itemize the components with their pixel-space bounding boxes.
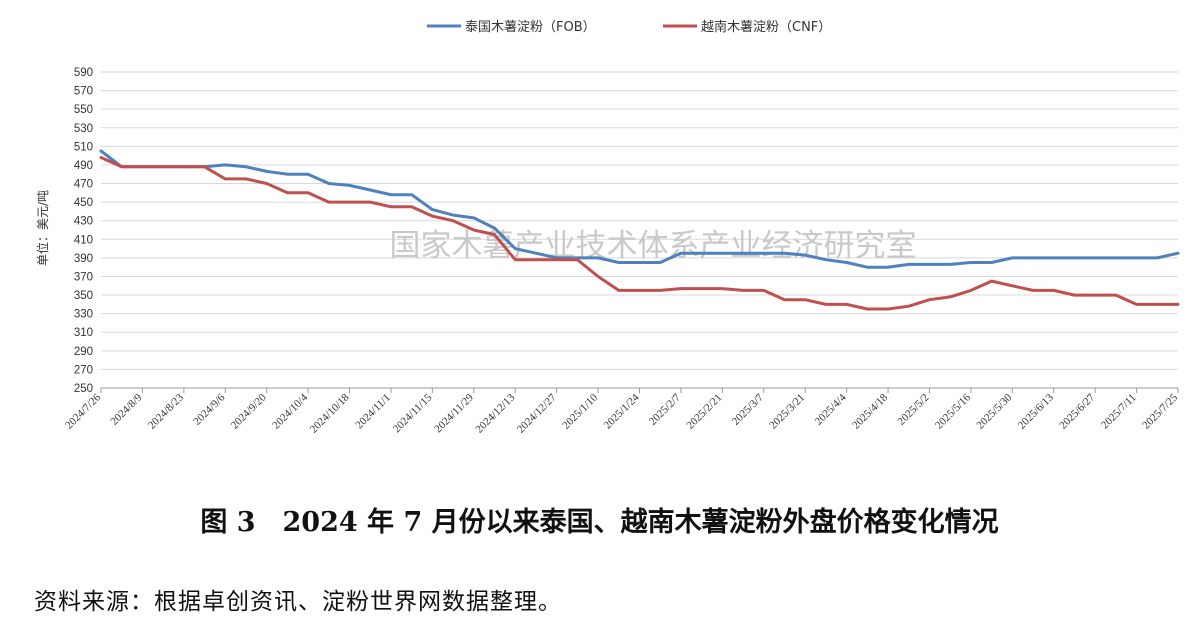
y-tick-label: 570 [74,86,93,98]
y-axis-ticks: 250 270 290 310 330 350 370 390 410 430 450 470 490 5… [74,67,93,395]
y-tick-label: 310 [74,327,93,339]
x-tick-label: 2025/5/2 [895,392,931,428]
x-tick-label: 2025/5/16 [933,391,973,431]
y-tick-label: 270 [74,364,93,376]
y-tick-label: 530 [74,123,93,135]
chart-gridlines [101,71,1178,389]
x-tick-label: 2025/7/11 [1099,392,1139,432]
y-tick-label: 490 [74,160,93,172]
x-tick-label: 2025/6/13 [1016,391,1056,431]
y-tick-label: 350 [74,290,93,302]
x-tick-label: 2024/12/13 [473,391,517,435]
chart-series [99,149,1180,311]
y-tick-label: 410 [74,234,93,246]
y-tick-label: 450 [74,197,93,209]
x-tick-label: 2025/3/7 [730,391,766,427]
x-tick-label: 2025/4/18 [850,391,890,431]
price-line-chart: 泰国木薯淀粉（FOB） 越南木薯淀粉（CNF） 250 270 290 310 330 35… [35,19,1180,436]
x-tick-label: 2024/12/27 [515,391,559,435]
legend-label: 越南木薯淀粉（CNF） [701,19,831,35]
y-tick-label: 250 [74,383,93,395]
x-tick-label: 2024/10/4 [270,391,310,431]
x-tick-label: 2024/10/18 [308,391,352,435]
x-tick-label: 2025/3/21 [767,392,807,432]
y-tick-label: 290 [74,346,93,358]
x-tick-label: 2025/2/7 [647,391,683,427]
y-axis-label: 单位：美元/吨 [35,190,50,266]
figure-caption: 图 3 2024 年 7 月份以来泰国、越南木薯淀粉外盘价格变化情况 [200,507,999,538]
x-tick-label: 2024/7/26 [63,391,103,431]
y-tick-label: 330 [74,309,93,321]
y-tick-label: 430 [74,216,93,228]
x-tick-label: 2025/1/10 [560,391,600,431]
watermark-text: 国家木薯产业技术体系产业经济研究室 [390,228,917,264]
y-tick-label: 370 [74,271,93,283]
x-tick-label: 2025/4/4 [813,391,849,427]
y-tick-label: 510 [74,141,93,153]
y-tick-label: 390 [74,253,93,265]
series-line-thailand-fob [99,149,1180,269]
x-tick-label: 2025/2/21 [684,392,724,432]
series-line-vietnam-cnf [99,156,1180,311]
x-tick-label: 2025/6/27 [1057,391,1097,431]
x-tick-label: 2025/1/24 [602,391,642,431]
x-tick-label: 2025/5/30 [974,391,1014,431]
x-tick-label: 2024/9/20 [229,391,269,431]
x-tick-label: 2024/8/23 [146,391,186,431]
x-tick-label: 2024/8/9 [108,391,144,427]
chart-legend: 泰国木薯淀粉（FOB） 越南木薯淀粉（CNF） [427,19,831,35]
x-axis: 2024/7/26 2024/8/9 2024/8/23 2024/9/6 2024/9… [63,388,1180,436]
x-tick-label: 2024/9/6 [191,391,227,427]
x-tick-label: 2025/7/25 [1140,391,1180,431]
x-tick-label: 2024/11/1 [353,392,393,432]
y-tick-label: 470 [74,179,93,191]
figure-source-note: 资料来源：根据卓创资讯、淀粉世界网数据整理。 [34,589,562,615]
x-tick-label: 2024/11/29 [432,391,476,435]
legend-label: 泰国木薯淀粉（FOB） [465,20,596,35]
y-tick-label: 550 [74,104,93,116]
x-tick-label: 2024/11/15 [391,391,435,435]
y-tick-label: 590 [74,67,93,79]
